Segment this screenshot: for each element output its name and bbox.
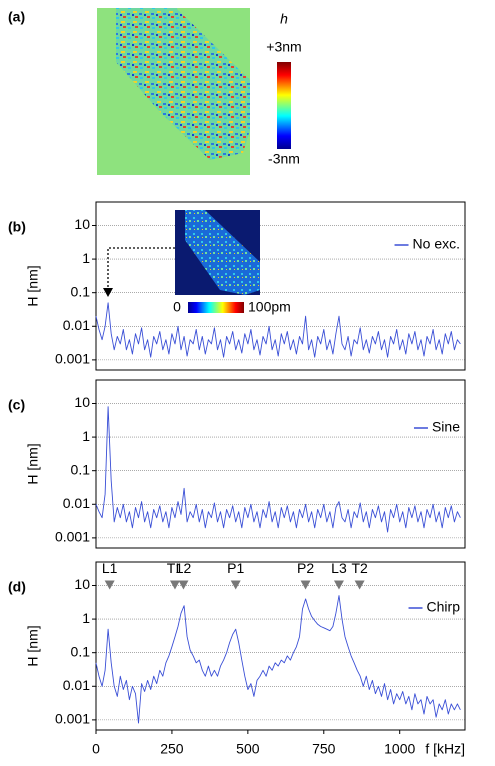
peak-marker: [300, 580, 311, 590]
peak-label: L1: [102, 560, 118, 576]
arrow-head: [103, 288, 113, 297]
y-tick-label: 0.1: [71, 643, 91, 659]
peak-label: P1: [227, 560, 244, 576]
panel-label: (b): [8, 219, 26, 235]
plot-frame: [95, 379, 466, 549]
peak-label: T1: [167, 560, 184, 576]
inset-colorbar-max: 100pm: [248, 299, 291, 315]
x-axis-label: f [kHz]: [425, 741, 465, 757]
peak-marker: [230, 580, 241, 590]
peak-label: P2: [297, 560, 314, 576]
x-tick-label: 750: [312, 741, 336, 757]
y-tick-label: 10: [74, 576, 90, 592]
legend-label: No exc.: [413, 236, 460, 252]
legend-label: Chirp: [427, 599, 461, 615]
y-tick-label: 0.1: [71, 461, 91, 477]
colorbar-title: h: [280, 11, 288, 27]
spectrum-line: [95, 302, 461, 358]
panel-label: (c): [8, 397, 25, 413]
y-axis-label: H [nm]: [25, 625, 41, 666]
y-tick-label: 10: [74, 394, 90, 410]
plot-frame: [95, 201, 466, 371]
colorbar-min: -3nm: [268, 151, 300, 167]
peak-label: T2: [351, 560, 368, 576]
y-tick-label: 0.1: [71, 283, 91, 299]
peak-marker: [354, 580, 365, 590]
x-tick-label: 1000: [384, 741, 415, 757]
y-tick-label: 0.001: [55, 351, 90, 367]
peak-marker: [333, 580, 344, 590]
inset-colorbar: [188, 302, 244, 313]
inset-sample: [185, 210, 260, 295]
y-tick-label: 0.01: [63, 677, 90, 693]
y-tick-label: 0.001: [55, 711, 90, 727]
x-tick-label: 500: [236, 741, 260, 757]
peak-marker: [169, 580, 180, 590]
y-tick-label: 10: [74, 216, 90, 232]
inset-colorbar-min: 0: [173, 299, 181, 315]
spectrum-line: [95, 406, 461, 533]
y-tick-label: 1: [82, 250, 90, 266]
peak-label: L2: [176, 560, 192, 576]
plot-frame: [95, 561, 466, 731]
y-axis-label: H [nm]: [25, 443, 41, 484]
legend-label: Sine: [432, 419, 460, 435]
panel-label: (a): [8, 9, 25, 25]
y-axis-label: H [nm]: [25, 265, 41, 306]
colorbar-max: +3nm: [266, 39, 301, 55]
x-tick-label: 250: [160, 741, 184, 757]
sample-region: [116, 8, 250, 160]
panel-label: (d): [8, 579, 26, 595]
y-tick-label: 0.01: [63, 495, 90, 511]
y-tick-label: 1: [82, 428, 90, 444]
y-tick-label: 1: [82, 610, 90, 626]
spectrum-line: [95, 595, 461, 724]
x-tick-label: 0: [92, 741, 100, 757]
peak-marker: [104, 580, 115, 590]
y-tick-label: 0.01: [63, 317, 90, 333]
y-tick-label: 0.001: [55, 529, 90, 545]
peak-label: L3: [331, 560, 347, 576]
colorbar: [277, 62, 291, 149]
peak-marker: [178, 580, 189, 590]
inset-arrow: [107, 247, 175, 290]
